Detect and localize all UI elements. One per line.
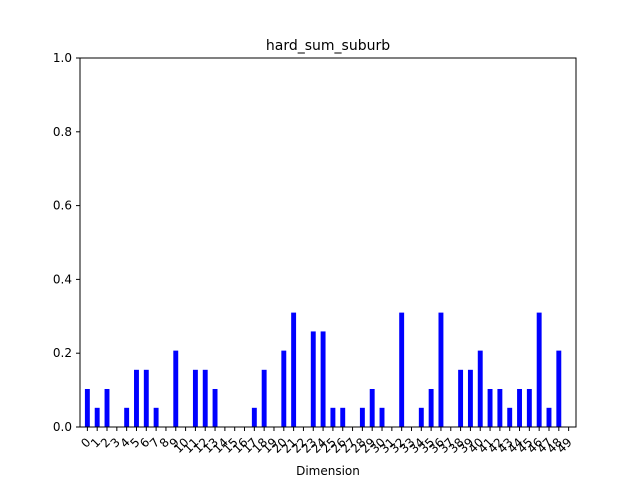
y-tick-label: 0.2 <box>53 346 72 360</box>
x-axis-label: Dimension <box>296 464 360 478</box>
bar-30 <box>379 407 385 427</box>
chart-title: hard_sum_suburb <box>266 38 390 54</box>
bar-26 <box>340 407 346 427</box>
bar-43 <box>507 407 513 427</box>
bar-0 <box>84 388 90 427</box>
bar-5 <box>134 369 139 427</box>
bar-44 <box>517 388 522 427</box>
x-axis: 0123456789101112131415161718192021222324… <box>78 427 575 456</box>
bar-9 <box>173 350 179 427</box>
bar-36 <box>438 312 444 427</box>
bar-28 <box>359 407 365 427</box>
y-tick-label: 0.4 <box>53 272 72 286</box>
bar-2 <box>104 388 110 427</box>
bar-29 <box>369 388 375 427</box>
bar-40 <box>477 350 483 427</box>
bar-32 <box>399 312 405 427</box>
bars-group <box>84 312 562 427</box>
bar-25 <box>330 407 336 427</box>
bar-4 <box>124 407 130 427</box>
bar-47 <box>546 407 552 427</box>
bar-17 <box>251 407 257 427</box>
bar-13 <box>212 388 218 427</box>
bar-39 <box>467 369 473 427</box>
bar-38 <box>458 369 464 427</box>
bar-35 <box>428 388 434 427</box>
bar-12 <box>202 369 208 427</box>
bar-20 <box>281 350 287 427</box>
y-tick-label: 0.6 <box>53 199 72 213</box>
bar-11 <box>192 369 198 427</box>
bar-1 <box>94 407 100 427</box>
bar-21 <box>291 312 297 427</box>
bar-45 <box>526 388 532 427</box>
bar-46 <box>536 312 542 427</box>
bar-42 <box>497 388 503 427</box>
y-tick-label: 0.8 <box>53 125 72 139</box>
y-tick-label: 0.0 <box>53 420 72 434</box>
y-tick-label: 1.0 <box>53 51 72 65</box>
bar-23 <box>310 331 316 427</box>
bar-18 <box>261 369 267 427</box>
bar-7 <box>153 407 159 427</box>
plot-frame <box>79 57 577 428</box>
bar-48 <box>556 350 562 427</box>
y-axis: 0.0 0.2 0.4 0.6 0.8 1.0 <box>53 51 80 434</box>
bar-6 <box>143 369 149 427</box>
bar-24 <box>320 331 326 427</box>
bar-41 <box>487 388 493 427</box>
bar-34 <box>418 407 424 427</box>
